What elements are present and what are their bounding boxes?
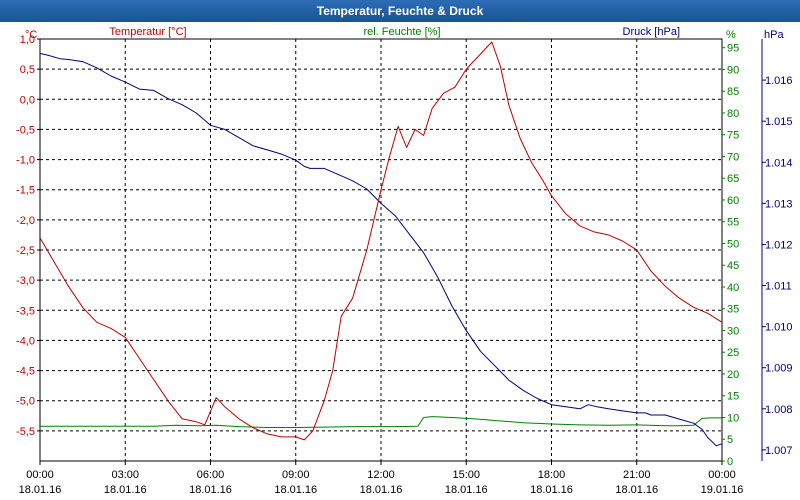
temperature-tick-label: -5,5 bbox=[16, 426, 35, 438]
temperature-tick-label: -1,5 bbox=[16, 185, 35, 197]
temperature-unit-label: °C bbox=[25, 29, 37, 41]
x-tick-date: 18.01.16 bbox=[274, 484, 317, 496]
pressure-tick-label: 1.007 bbox=[765, 445, 793, 457]
pressure-tick-label: 1.014 bbox=[765, 157, 793, 169]
humidity-tick-label: 15 bbox=[727, 391, 739, 403]
pressure-tick-label: 1.011 bbox=[765, 281, 792, 293]
temperature-tick-label: -3,5 bbox=[16, 305, 35, 317]
humidity-tick-label: 20 bbox=[727, 369, 739, 381]
x-tick-time: 15:00 bbox=[452, 469, 480, 481]
humidity-tick-label: 90 bbox=[727, 64, 739, 76]
pressure-tick-label: 1.015 bbox=[765, 116, 793, 128]
pressure-tick-label: 1.012 bbox=[765, 239, 793, 251]
x-tick-date: 18.01.16 bbox=[360, 484, 403, 496]
temperature-tick-label: -3,0 bbox=[16, 275, 35, 287]
series-line bbox=[40, 416, 722, 428]
x-tick-time: 06:00 bbox=[197, 469, 225, 481]
humidity-tick-label: 95 bbox=[727, 43, 739, 55]
humidity-tick-label: 25 bbox=[727, 347, 739, 359]
temperature-tick-label: 1,0 bbox=[20, 34, 35, 46]
window-title: Temperatur, Feuchte & Druck bbox=[0, 0, 800, 22]
humidity-tick-label: 35 bbox=[727, 304, 739, 316]
temperature-tick-label: -0,5 bbox=[16, 124, 35, 136]
humidity-tick-label: 45 bbox=[727, 260, 739, 272]
humidity-tick-label: 70 bbox=[727, 151, 739, 163]
temperature-tick-label: -2,0 bbox=[16, 215, 35, 227]
humidity-unit-label: % bbox=[726, 29, 736, 41]
x-tick-time: 09:00 bbox=[282, 469, 310, 481]
series-line bbox=[39, 52, 723, 447]
x-tick-time: 21:00 bbox=[623, 469, 651, 481]
temperature-tick-label: -1,0 bbox=[16, 155, 35, 167]
x-tick-date: 18.01.16 bbox=[615, 484, 658, 496]
temperature-tick-label: -4,5 bbox=[16, 366, 35, 378]
x-tick-date: 18.01.16 bbox=[445, 484, 488, 496]
humidity-tick-label: 85 bbox=[727, 86, 739, 98]
humidity-tick-label: 40 bbox=[727, 282, 739, 294]
humidity-tick-label: 80 bbox=[727, 108, 739, 120]
pressure-tick-label: 1.010 bbox=[765, 322, 793, 334]
series-line bbox=[39, 41, 723, 441]
x-tick-time: 00:00 bbox=[26, 469, 54, 481]
humidity-tick-label: 30 bbox=[727, 325, 739, 337]
pressure-tick-label: 1.013 bbox=[765, 198, 793, 210]
temperature-tick-label: -4,0 bbox=[16, 335, 35, 347]
pressure-tick-label: 1.016 bbox=[765, 75, 793, 87]
humidity-tick-label: 10 bbox=[727, 412, 739, 424]
x-tick-date: 18.01.16 bbox=[189, 484, 232, 496]
pressure-tick-label: 1.009 bbox=[765, 363, 793, 375]
x-tick-time: 00:00 bbox=[708, 469, 736, 481]
x-tick-date: 18.01.16 bbox=[19, 484, 62, 496]
humidity-tick-label: 5 bbox=[727, 434, 733, 446]
humidity-tick-label: 0 bbox=[727, 456, 733, 468]
temperature-tick-label: -2,5 bbox=[16, 245, 35, 257]
x-tick-date: 19.01.16 bbox=[701, 484, 744, 496]
x-tick-time: 18:00 bbox=[538, 469, 566, 481]
chart: 00:00 18.01.16 03:00 18.01.16 06:00 18.01.16 0… bbox=[16, 26, 793, 496]
x-tick-time: 03:00 bbox=[111, 469, 139, 481]
temperature-tick-label: 0,0 bbox=[20, 94, 35, 106]
humidity-tick-label: 60 bbox=[727, 195, 739, 207]
x-tick-date: 18.01.16 bbox=[530, 484, 573, 496]
humidity-tick-label: 65 bbox=[727, 173, 739, 185]
pressure-tick-label: 1.008 bbox=[765, 404, 793, 416]
x-tick-date: 18.01.16 bbox=[104, 484, 147, 496]
legend-label: Druck [hPa] bbox=[623, 26, 680, 38]
legend-label: Temperatur [°C] bbox=[109, 26, 186, 38]
humidity-tick-label: 55 bbox=[727, 217, 739, 229]
humidity-tick-label: 75 bbox=[727, 130, 739, 142]
temperature-tick-label: -5,0 bbox=[16, 396, 35, 408]
temperature-tick-label: 0,5 bbox=[20, 64, 35, 76]
x-tick-time: 12:00 bbox=[367, 469, 395, 481]
legend-label: rel. Feuchte [%] bbox=[363, 26, 440, 38]
humidity-tick-label: 50 bbox=[727, 238, 739, 250]
pressure-unit-label: hPa bbox=[764, 29, 784, 41]
